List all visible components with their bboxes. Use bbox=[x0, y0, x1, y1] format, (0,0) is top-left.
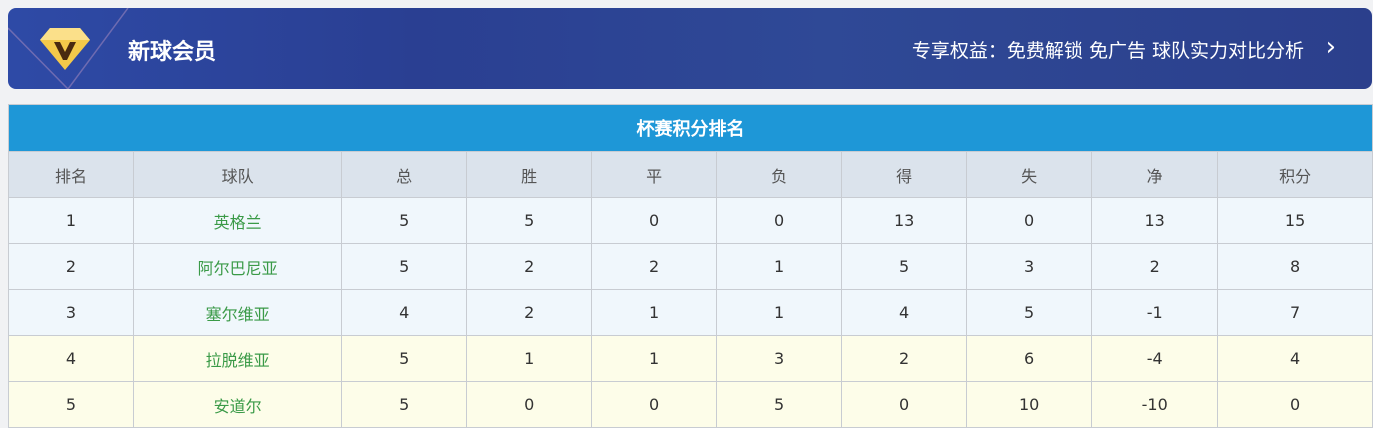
cell: 7 bbox=[1217, 289, 1373, 336]
cell: 15 bbox=[1217, 197, 1373, 244]
cell: 4 bbox=[341, 289, 468, 336]
cell: 2 bbox=[466, 243, 593, 290]
cell: 2 bbox=[841, 335, 968, 382]
diamond-v-icon bbox=[40, 28, 90, 70]
cell: 13 bbox=[841, 197, 968, 244]
column-header: 排名 bbox=[8, 151, 134, 198]
column-header: 净 bbox=[1091, 151, 1219, 198]
cell: 1 bbox=[591, 335, 718, 382]
banner-perks: 专享权益：免费解锁 免广告 球队实力对比分析 bbox=[911, 40, 1304, 62]
cell: 5 bbox=[341, 243, 468, 290]
column-header: 失 bbox=[966, 151, 1093, 198]
cell: 1 bbox=[716, 289, 843, 336]
cell: 5 bbox=[466, 197, 593, 244]
cell: 5 bbox=[716, 381, 843, 428]
cell: 2 bbox=[1091, 243, 1219, 290]
cell: 2 bbox=[591, 243, 718, 290]
team-link[interactable]: 拉脱维亚 bbox=[132, 335, 343, 382]
cell: 0 bbox=[591, 381, 718, 428]
cell: 1 bbox=[8, 197, 134, 244]
banner-title: 新球会员 bbox=[128, 40, 217, 65]
table-title: 杯赛积分排名 bbox=[8, 104, 1373, 152]
cell: 2 bbox=[8, 243, 134, 290]
cell: 6 bbox=[966, 335, 1093, 382]
cell: 0 bbox=[1217, 381, 1373, 428]
column-header: 负 bbox=[716, 151, 843, 198]
cell: 5 bbox=[341, 381, 468, 428]
chevron-right-icon[interactable]: › bbox=[1325, 32, 1336, 62]
cell: 13 bbox=[1091, 197, 1219, 244]
cell: 5 bbox=[966, 289, 1093, 336]
table-row: 5 安道尔 5 0 0 5 0 10 -10 0 bbox=[8, 381, 1373, 428]
cell: 0 bbox=[466, 381, 593, 428]
cell: 8 bbox=[1217, 243, 1373, 290]
cell: 5 bbox=[8, 381, 134, 428]
team-link[interactable]: 塞尔维亚 bbox=[132, 289, 343, 336]
cell: 3 bbox=[966, 243, 1093, 290]
banner-decoration bbox=[8, 8, 129, 89]
cell: 4 bbox=[1217, 335, 1373, 382]
header-row: 排名 球队总胜平负得失净积分 bbox=[8, 151, 1373, 198]
cell: 0 bbox=[591, 197, 718, 244]
column-header: 平 bbox=[591, 151, 718, 198]
table-row: 4 拉脱维亚 5 1 1 3 2 6 -4 4 bbox=[8, 335, 1373, 382]
cell: -1 bbox=[1091, 289, 1219, 336]
cell: 5 bbox=[341, 197, 468, 244]
cell: 1 bbox=[716, 243, 843, 290]
column-header: 得 bbox=[841, 151, 968, 198]
cell: 1 bbox=[466, 335, 593, 382]
cell: 3 bbox=[8, 289, 134, 336]
cell: 2 bbox=[466, 289, 593, 336]
table-row: 1 英格兰 5 5 0 0 13 0 13 15 bbox=[8, 197, 1373, 244]
cell: 0 bbox=[841, 381, 968, 428]
cell: 4 bbox=[8, 335, 134, 382]
cell: 3 bbox=[716, 335, 843, 382]
table-row: 2 阿尔巴尼亚 5 2 2 1 5 3 2 8 bbox=[8, 243, 1373, 290]
cell: -10 bbox=[1091, 381, 1219, 428]
column-header: 积分 bbox=[1217, 151, 1373, 198]
cell: 10 bbox=[966, 381, 1093, 428]
cell: 0 bbox=[716, 197, 843, 244]
cell: 0 bbox=[966, 197, 1093, 244]
membership-banner[interactable]: 新球会员 专享权益：免费解锁 免广告 球队实力对比分析 › bbox=[8, 8, 1372, 89]
cup-standings-table: 杯赛积分排名 排名 球队总胜平负得失净积分 1 英格兰 5 5 0 0 13 0 13 15 2 阿尔巴… bbox=[8, 104, 1373, 428]
team-link[interactable]: 阿尔巴尼亚 bbox=[132, 243, 343, 290]
column-header: 球队 bbox=[132, 151, 343, 198]
column-header: 胜 bbox=[466, 151, 593, 198]
cell: -4 bbox=[1091, 335, 1219, 382]
cell: 5 bbox=[341, 335, 468, 382]
table-row: 3 塞尔维亚 4 2 1 1 4 5 -1 7 bbox=[8, 289, 1373, 336]
cell: 4 bbox=[841, 289, 968, 336]
team-link[interactable]: 安道尔 bbox=[132, 381, 343, 428]
team-link[interactable]: 英格兰 bbox=[132, 197, 343, 244]
cell: 1 bbox=[591, 289, 718, 336]
column-header: 总 bbox=[341, 151, 468, 198]
cell: 5 bbox=[841, 243, 968, 290]
